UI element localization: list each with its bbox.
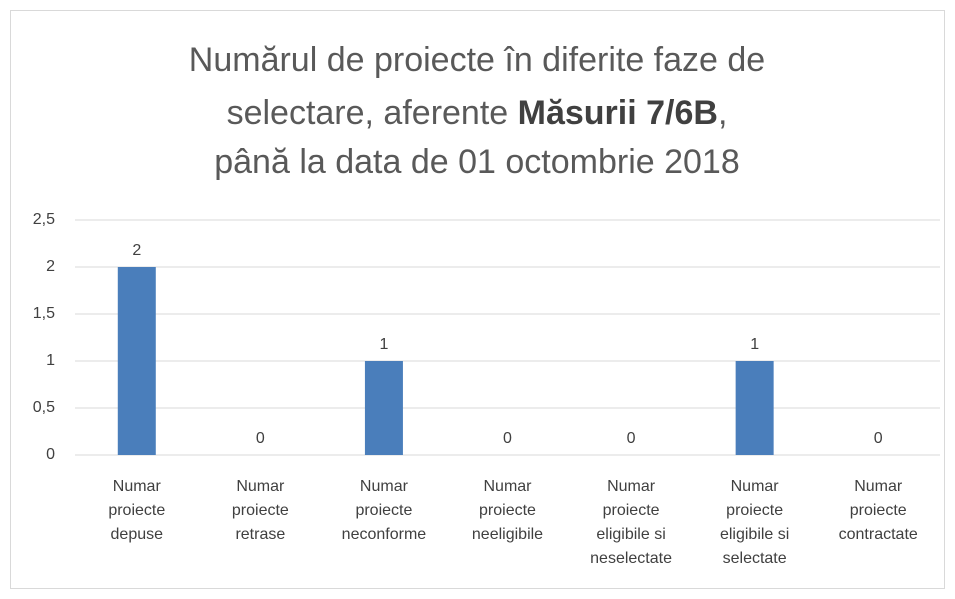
chart-border (10, 10, 945, 589)
chart-title: selectare, aferente Măsurii 7/6B, (227, 94, 728, 132)
bar (117, 267, 156, 455)
x-tick-label: Numar proiecte retrase (232, 478, 289, 543)
y-tick-label: 1,5 (33, 305, 55, 322)
x-tick-label: Numar proiecte depuse (108, 478, 165, 543)
chart-title: până la data de 01 octombrie 2018 (214, 143, 740, 181)
y-tick-label: 2,5 (33, 211, 55, 228)
chart-title: Numărul de proiecte în diferite faze de (189, 41, 765, 79)
y-tick-label: 0,5 (33, 399, 55, 416)
data-label: 2 (132, 242, 141, 259)
y-tick-label: 0 (46, 446, 55, 463)
y-tick-label: 2 (46, 258, 55, 275)
y-tick-label: 1 (46, 352, 55, 369)
x-tick-label: Numar proiecte eligibile si selectate (720, 478, 789, 567)
x-tick-label: Numar proiecte contractate (839, 478, 918, 543)
x-tick-label: Numar proiecte neeligibile (472, 478, 543, 543)
bar (364, 361, 403, 455)
data-label: 0 (627, 430, 636, 447)
data-label: 0 (503, 430, 512, 447)
x-tick-label: Numar proiecte neconforme (342, 478, 427, 543)
data-label: 0 (874, 430, 883, 447)
bar (735, 361, 774, 455)
data-label: 0 (256, 430, 265, 447)
data-label: 1 (379, 336, 388, 353)
x-tick-label: Numar proiecte eligibile si neselectate (590, 478, 672, 567)
data-label: 1 (750, 336, 759, 353)
